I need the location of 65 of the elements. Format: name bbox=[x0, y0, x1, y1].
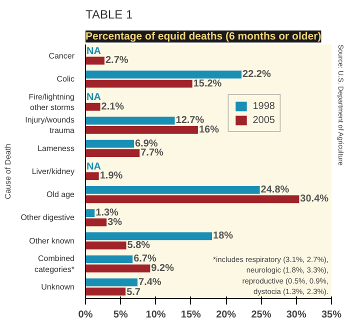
y-tick-label: Other known bbox=[29, 236, 75, 246]
bar bbox=[86, 126, 198, 134]
bar bbox=[86, 288, 126, 296]
bar bbox=[86, 56, 104, 65]
bar bbox=[86, 232, 212, 240]
bar bbox=[86, 278, 138, 286]
y-tick-label: Fire/lightning other storms bbox=[28, 92, 75, 112]
y-tick-label: Combined categories* bbox=[34, 254, 75, 274]
data-label: 12.7% bbox=[176, 115, 204, 126]
x-tick-label: 25% bbox=[251, 310, 272, 320]
y-axis-title: Cause of Death bbox=[4, 144, 13, 200]
data-label: 24.8% bbox=[260, 184, 290, 196]
bar bbox=[86, 195, 300, 204]
y-tick-label: Cancer bbox=[48, 52, 75, 61]
x-tick-label: 10% bbox=[146, 310, 166, 320]
data-label: 9.2% bbox=[151, 262, 174, 274]
bar bbox=[86, 186, 260, 194]
data-label: 5.8% bbox=[127, 240, 150, 251]
bar bbox=[86, 172, 99, 180]
y-tick-label: Lameness bbox=[38, 144, 75, 153]
data-label: 15.2% bbox=[193, 78, 222, 90]
data-label: 1.3% bbox=[96, 208, 119, 219]
data-label: 6.9% bbox=[134, 138, 158, 150]
x-tick-label: 5% bbox=[113, 310, 128, 320]
data-label: 7.4% bbox=[138, 276, 162, 288]
bar bbox=[86, 264, 150, 272]
bar bbox=[86, 80, 192, 88]
y-tick-label: Liver/kidney bbox=[32, 167, 74, 176]
y-tick-label: Colic bbox=[56, 74, 74, 84]
x-tick-label: 35% bbox=[321, 310, 342, 320]
y-tick-label: Old age bbox=[46, 190, 76, 200]
legend-label: 2005 bbox=[252, 114, 275, 126]
data-label: 18% bbox=[213, 230, 234, 242]
data-label: 3% bbox=[108, 216, 122, 228]
bar bbox=[86, 70, 242, 78]
bar bbox=[86, 241, 126, 250]
y-tick-label: Other digestive bbox=[20, 213, 76, 222]
bar bbox=[86, 255, 133, 264]
x-tick-label: 30% bbox=[286, 310, 306, 320]
chart-title: Percentage of equid deaths (6 months or older) bbox=[86, 30, 322, 42]
bar bbox=[86, 209, 95, 217]
x-tick-label: 0% bbox=[78, 310, 93, 320]
bar bbox=[86, 149, 140, 157]
data-label: 2.1% bbox=[101, 101, 124, 112]
y-tick-label: Unknown bbox=[41, 282, 75, 292]
text: NA bbox=[86, 161, 101, 172]
data-label: 16% bbox=[198, 124, 220, 136]
data-label: 7.7% bbox=[140, 148, 164, 159]
x-tick-label: 20% bbox=[216, 310, 236, 320]
bar bbox=[86, 218, 107, 226]
y-tick-label: Injury/wounds trauma bbox=[25, 115, 76, 136]
data-label: 22.2% bbox=[242, 69, 271, 80]
bar bbox=[86, 116, 175, 125]
chart-subtitle: TABLE 1 bbox=[86, 8, 133, 22]
data-label: 1.9% bbox=[100, 170, 123, 182]
text: NA bbox=[86, 46, 101, 57]
bar bbox=[86, 140, 134, 148]
legend-label: 1998 bbox=[252, 100, 275, 112]
text: NA bbox=[86, 92, 101, 104]
data-label: 2.7% bbox=[105, 55, 128, 66]
bar bbox=[86, 102, 100, 111]
x-tick-label: 15% bbox=[180, 310, 202, 320]
data-label: 30.4% bbox=[300, 194, 329, 205]
data-label: 5.7 bbox=[126, 287, 141, 298]
data-label: 6.7% bbox=[134, 254, 156, 265]
